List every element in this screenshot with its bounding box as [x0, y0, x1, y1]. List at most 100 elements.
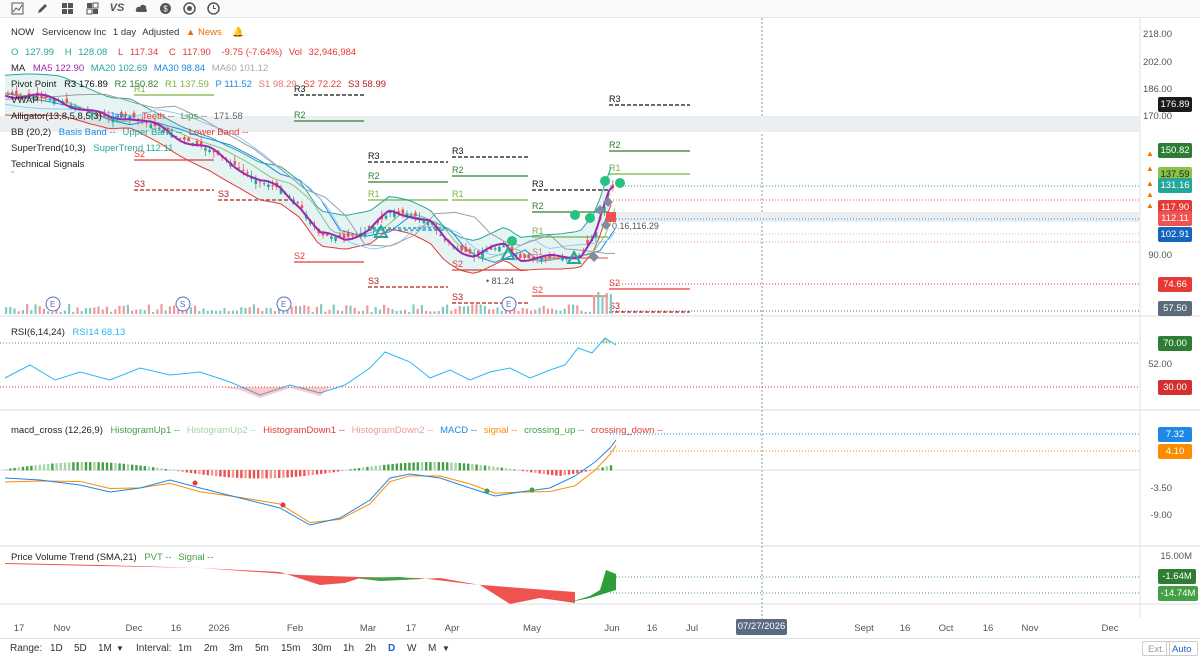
x-tick: Mar: [359, 623, 377, 634]
interval-label[interactable]: 1 day: [112, 27, 137, 38]
vwap-legend[interactable]: VWAP: [11, 95, 44, 107]
bottom-toolbar: Range: 1D 5D 1M ▼ Interval: 1m 2m 3m 5m …: [0, 638, 1200, 657]
candle-body: [19, 94, 22, 96]
interval-d[interactable]: D: [388, 643, 396, 654]
pivot-level-label: R1: [609, 163, 621, 173]
range-5d[interactable]: 5D: [74, 643, 87, 654]
pivot-legend[interactable]: Pivot Point R3 176.89 R2 150.82 R1 137.5…: [11, 79, 390, 91]
macd-histogram-bar: [173, 470, 176, 471]
macd-histogram-bar: [593, 469, 596, 471]
pvt-negative-area: [5, 563, 575, 604]
event-marker-letter: E: [281, 300, 286, 309]
auto-button[interactable]: Auto: [1166, 641, 1198, 656]
macd-histogram-bar: [59, 462, 62, 471]
bell-icon[interactable]: 🔔: [232, 27, 245, 38]
macd-histogram-bar: [273, 470, 277, 479]
pvt-tick: 15.00M: [1160, 551, 1192, 562]
ma-legend[interactable]: MA MA5 122.90 MA20 102.69 MA30 98.84 MA6…: [11, 63, 272, 75]
adjusted-label[interactable]: Adjusted: [142, 27, 180, 38]
macd-histogram-bar: [513, 469, 516, 471]
macd-histogram-bar: [257, 470, 260, 479]
candle-body: [342, 234, 346, 238]
collapse-chevron-icon[interactable]: ˆ: [11, 170, 15, 181]
macd-histogram-bar: [471, 464, 474, 471]
alert-bell-icon: ▲: [1146, 164, 1154, 173]
alligator-teeth: Teeth --: [141, 111, 175, 122]
ext-button[interactable]: Ext.: [1142, 641, 1171, 656]
candle-body: [355, 234, 358, 236]
macd-histogram-bar: [210, 470, 214, 476]
price-tick: 90.00: [1148, 250, 1172, 261]
supertrend-legend[interactable]: SuperTrend(10,3) SuperTrend 112.11: [11, 143, 177, 155]
macd-signal-line: [4, 445, 617, 524]
range-1m[interactable]: 1M: [98, 643, 112, 654]
macd-histogram-bar: [349, 469, 352, 471]
target-icon[interactable]: [183, 2, 196, 15]
high-label: H: [64, 47, 72, 58]
macd-line: [4, 439, 617, 526]
volume-bar: [429, 311, 432, 314]
candle-body: [376, 220, 379, 224]
interval-w[interactable]: W: [407, 643, 417, 654]
interval-3m[interactable]: 3m: [229, 643, 243, 654]
range-1d[interactable]: 1D: [50, 643, 63, 654]
volume-bar: [223, 308, 226, 314]
volume-bar: [588, 311, 591, 314]
symbol-label[interactable]: NOW: [11, 27, 35, 38]
bb-legend[interactable]: BB (20,2) Basis Band -- Upper Band -- Lo…: [11, 127, 252, 139]
interval-2h[interactable]: 2h: [365, 643, 377, 654]
tech-signals-legend[interactable]: Technical Signals: [11, 159, 89, 171]
x-tick: 16: [646, 623, 658, 634]
range-dropdown-icon[interactable]: ▼: [116, 644, 124, 653]
macd-histogram-bar: [609, 465, 613, 471]
macd-histogram-bar: [496, 467, 499, 471]
macd-histogram-bar: [362, 467, 365, 471]
macd-histogram-bar: [68, 462, 71, 471]
interval-15m[interactable]: 15m: [281, 643, 301, 654]
candle-body: [208, 149, 211, 153]
rsi-box-low: 30.00: [1158, 380, 1192, 395]
interval-2m[interactable]: 2m: [204, 643, 218, 654]
chart-icon[interactable]: [11, 2, 24, 15]
clock-icon[interactable]: [207, 2, 220, 15]
macd-legend[interactable]: macd_cross (12,26,9) HistogramUp1 -- His…: [11, 425, 667, 437]
volume-bar: [584, 311, 587, 314]
interval-m[interactable]: M: [428, 643, 437, 654]
interval-1h[interactable]: 1h: [343, 643, 355, 654]
price-chart-canvas[interactable]: R1R3R2S2S3S3R3R2R1S2S3R3R2R1S2S3R3R2R1S2…: [0, 18, 1200, 638]
candle-body: [246, 172, 249, 174]
pencil-icon[interactable]: [36, 2, 49, 15]
interval-30m[interactable]: 30m: [312, 643, 332, 654]
interval-dropdown-icon[interactable]: ▼: [442, 644, 450, 653]
macd-histogram-bar: [269, 470, 272, 479]
news-toggle[interactable]: ▲ News: [185, 27, 222, 38]
pivot-level-label: R1: [134, 84, 146, 94]
symbol-header: NOW Servicenow Inc 1 day Adjusted ▲ News…: [11, 27, 248, 39]
grid-icon[interactable]: [86, 2, 99, 15]
cloud-icon[interactable]: [135, 2, 148, 15]
volume-bar: [572, 304, 575, 314]
pvt-legend[interactable]: Price Volume Trend (SMA,21) PVT -- Signa…: [11, 552, 218, 564]
macd-histogram-bar: [177, 470, 180, 472]
volume-bar: [450, 310, 453, 314]
macd-histogram-bar: [366, 466, 369, 471]
rsi-legend[interactable]: RSI(6,14,24) RSI14 68.13: [11, 327, 129, 339]
macd-histogram-bar: [236, 470, 239, 478]
volume-bar: [269, 308, 272, 314]
compare-vs-icon[interactable]: VS: [109, 2, 125, 14]
macd-histogram-bar: [261, 470, 264, 479]
volume-bar: [47, 311, 50, 314]
interval-5m[interactable]: 5m: [255, 643, 269, 654]
buy-signal-marker: [507, 236, 517, 246]
volume-bar: [93, 307, 96, 314]
macd-histogram-bar: [122, 463, 125, 471]
dollar-icon[interactable]: $: [159, 2, 172, 15]
grid-icon[interactable]: [61, 2, 74, 15]
interval-1m[interactable]: 1m: [178, 643, 192, 654]
volume-bar: [446, 304, 449, 314]
supertrend-name: SuperTrend(10,3): [11, 143, 86, 154]
volume-bar: [5, 307, 8, 314]
candle-body: [498, 246, 501, 252]
volume-bar: [504, 309, 507, 314]
alligator-legend[interactable]: Alligator(13,8,5,8,5,3) Jaw -- Teeth -- …: [11, 111, 247, 123]
